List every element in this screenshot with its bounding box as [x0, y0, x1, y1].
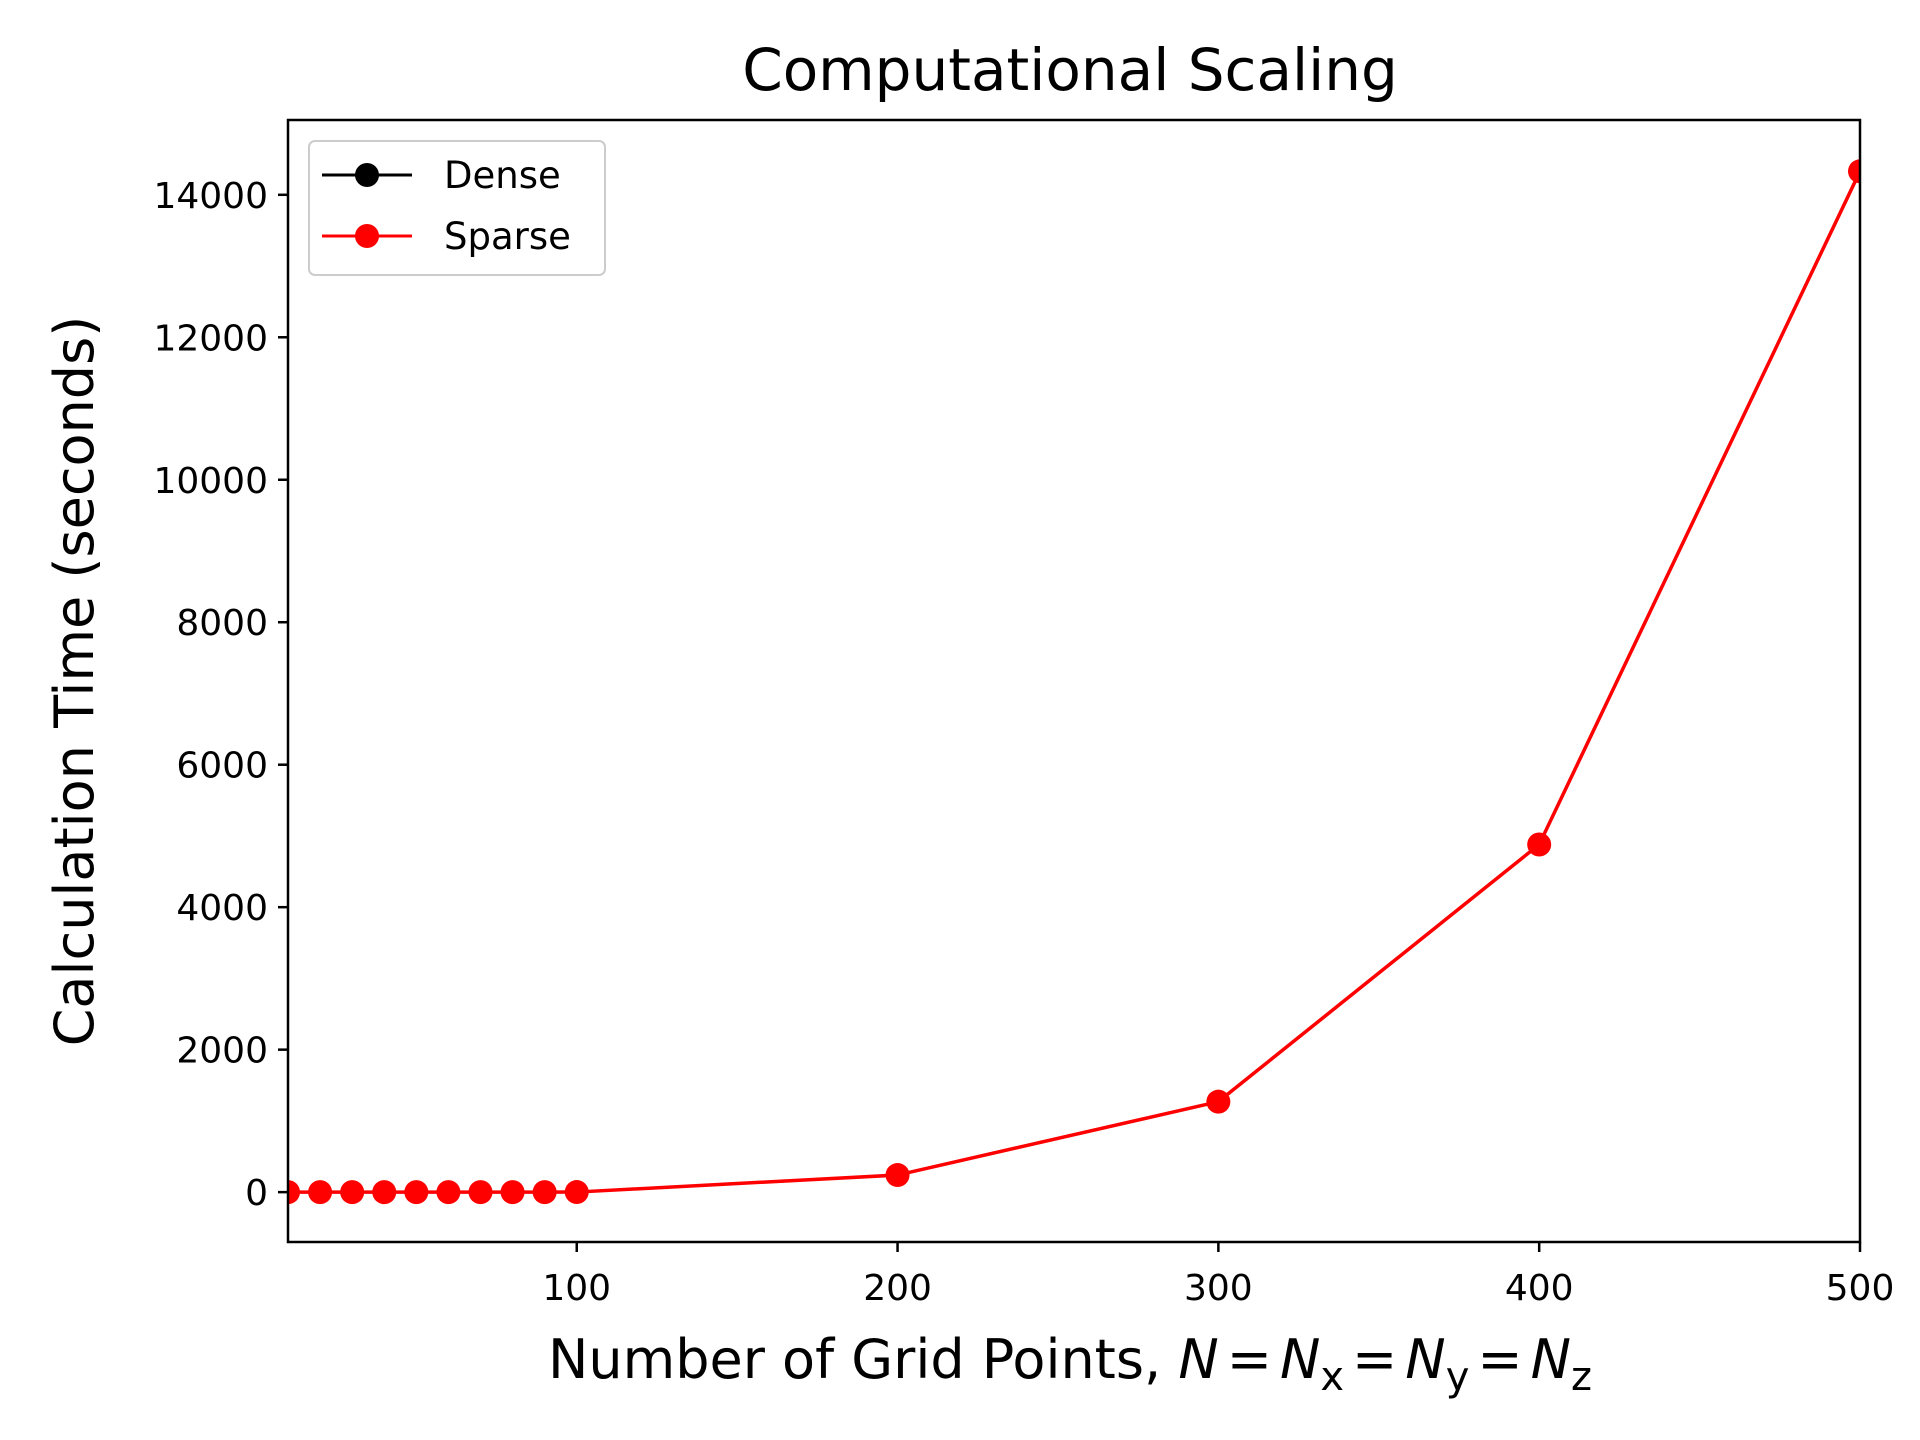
legend-dense-marker [355, 163, 379, 187]
y-tick-label: 10000 [153, 461, 268, 502]
sparse-data-point [308, 1180, 333, 1205]
sparse-data-point [1206, 1089, 1231, 1114]
sparse-data-point [500, 1180, 525, 1205]
sparse-series-line [288, 170, 1860, 1194]
y-tick-label: 14000 [153, 176, 268, 217]
sparse-data-point [436, 1180, 461, 1205]
sparse-data-point [340, 1180, 365, 1205]
legend-dense-label: Dense [444, 154, 561, 197]
sparse-data-point [564, 1180, 589, 1205]
plot-frame [286, 118, 1862, 1244]
x-tick-label: 200 [863, 1268, 932, 1309]
y-tick-label: 8000 [176, 603, 268, 644]
y-tick-label: 6000 [176, 746, 268, 787]
legend-sparse-marker [355, 224, 379, 248]
sparse-data-point [288, 1180, 300, 1205]
x-tick-label: 400 [1505, 1268, 1574, 1309]
x-axis-label: Number of Grid Points, N = Nx = Ny = Nz [548, 1328, 1592, 1400]
x-axis-ticks: 100 200 300 400 500 [542, 1242, 1894, 1309]
sparse-data-point [1848, 159, 1860, 184]
x-axis-label-text: Number of Grid Points, [548, 1328, 1178, 1391]
y-axis-ticks: 0 2000 4000 6000 8000 10000 12000 14000 [153, 176, 288, 1214]
x-tick-label: 300 [1184, 1268, 1253, 1309]
sparse-data-point [372, 1180, 397, 1205]
chart-title: Computational Scaling [742, 36, 1398, 104]
series-layer [288, 159, 1860, 1205]
x-tick-label: 100 [542, 1268, 611, 1309]
y-tick-label: 12000 [153, 318, 268, 359]
legend-sparse-label: Sparse [444, 215, 571, 258]
sparse-data-point [404, 1180, 429, 1205]
x-tick-label: 500 [1826, 1268, 1895, 1309]
y-tick-label: 2000 [176, 1031, 268, 1072]
legend: Dense Sparse [308, 140, 606, 276]
sparse-data-point [468, 1180, 493, 1205]
y-tick-label: 4000 [176, 888, 268, 929]
y-tick-label: 0 [245, 1173, 268, 1214]
sparse-data-point [1527, 832, 1552, 857]
sparse-data-point [532, 1180, 557, 1205]
y-axis-label: Calculation Time (seconds) [43, 316, 106, 1047]
sparse-data-point [885, 1163, 910, 1188]
